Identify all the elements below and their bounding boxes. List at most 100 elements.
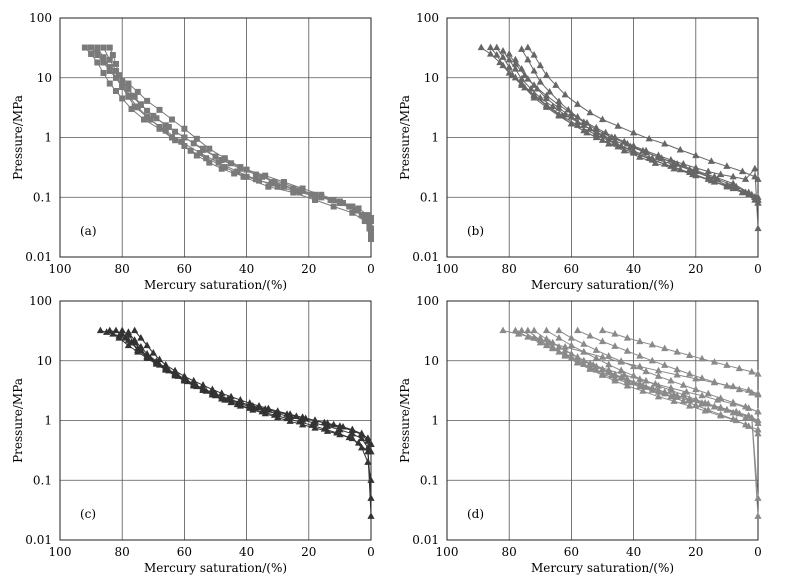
data-point	[103, 328, 111, 335]
data-point	[208, 385, 216, 393]
data-point	[546, 87, 554, 95]
chart-panel-3: 100 80 60 40 20 0 0.01 0.1 1 10 100 Mercury saturat…	[11, 294, 375, 575]
data-point	[524, 75, 532, 82]
data-point	[598, 353, 607, 360]
data-point	[639, 387, 647, 394]
data-point	[131, 326, 139, 334]
data-point	[754, 494, 762, 501]
data-point	[741, 175, 750, 182]
data-point	[493, 43, 501, 51]
data-point	[81, 44, 88, 51]
data-point	[580, 340, 588, 347]
data-point	[156, 123, 163, 130]
data-point	[729, 184, 737, 192]
data-point	[729, 172, 737, 180]
series-d11	[549, 338, 762, 519]
x-tick-label: 0	[367, 262, 375, 276]
data-point	[692, 151, 700, 159]
data-point	[698, 391, 706, 399]
data-point	[521, 83, 529, 91]
data-point	[355, 205, 362, 212]
x-tick-label: 80	[115, 545, 130, 559]
data-point	[255, 401, 263, 409]
x-tick-label: 100	[436, 545, 459, 559]
data-point	[364, 212, 371, 219]
series-c4	[124, 328, 375, 519]
data-point	[144, 114, 151, 121]
data-point	[536, 334, 544, 341]
data-point	[296, 189, 303, 196]
data-point	[636, 379, 644, 387]
data-point	[361, 218, 368, 225]
data-point	[237, 164, 244, 171]
series-line	[109, 47, 372, 219]
data-point	[661, 139, 669, 147]
data-point	[661, 344, 669, 352]
data-point	[698, 354, 706, 362]
x-tick-label: 20	[301, 545, 316, 559]
data-point	[323, 427, 332, 434]
data-point	[717, 394, 725, 401]
series-b7	[511, 55, 762, 203]
data-point	[676, 165, 684, 173]
data-point	[623, 347, 631, 354]
data-point	[180, 376, 188, 384]
x-tick-label: 100	[49, 262, 72, 276]
data-point	[286, 410, 294, 417]
data-point	[623, 334, 631, 341]
data-point	[574, 100, 582, 107]
data-point	[181, 134, 188, 141]
data-point	[128, 105, 135, 112]
data-point	[704, 405, 712, 413]
data-point	[264, 404, 272, 412]
data-point	[710, 358, 719, 365]
data-point	[685, 351, 694, 358]
data-point	[754, 407, 762, 415]
data-point	[274, 183, 281, 190]
data-point	[368, 236, 374, 243]
data-point	[499, 53, 507, 60]
data-point	[623, 378, 631, 386]
data-point	[754, 370, 762, 377]
data-point	[124, 336, 133, 343]
data-point	[190, 381, 198, 389]
series-c6	[131, 326, 375, 455]
data-point	[280, 183, 287, 190]
data-point	[518, 75, 526, 82]
y-tick-label: 10	[37, 354, 52, 368]
series-d7	[555, 326, 762, 415]
data-point	[106, 80, 113, 87]
x-tick-label: 40	[239, 545, 254, 559]
y-tick-label: 10	[424, 71, 439, 85]
series-line	[90, 47, 372, 240]
data-point	[654, 392, 663, 400]
x-tick-label: 80	[502, 262, 517, 276]
data-point	[598, 326, 607, 334]
data-point	[125, 85, 132, 92]
data-point	[661, 387, 669, 395]
data-point	[723, 405, 731, 413]
data-point	[364, 437, 372, 444]
panel-label: (c)	[80, 507, 96, 521]
data-point	[602, 128, 610, 136]
y-tick-label: 100	[416, 294, 439, 308]
data-point	[162, 122, 169, 129]
data-point	[200, 146, 207, 153]
data-point	[364, 218, 371, 225]
data-point	[561, 350, 569, 358]
x-axis-label: Mercury saturation/(%)	[531, 561, 674, 575]
data-point	[218, 389, 226, 396]
data-point	[128, 92, 135, 99]
data-point	[477, 43, 485, 51]
data-point	[555, 104, 563, 111]
data-point	[561, 90, 569, 98]
data-point	[134, 104, 141, 111]
data-point	[323, 419, 332, 427]
data-point	[555, 111, 563, 119]
data-point	[704, 167, 712, 175]
data-point	[710, 177, 719, 185]
x-tick-label: 100	[436, 262, 459, 276]
data-point	[549, 338, 557, 346]
data-point	[735, 364, 743, 372]
data-point	[611, 370, 619, 378]
